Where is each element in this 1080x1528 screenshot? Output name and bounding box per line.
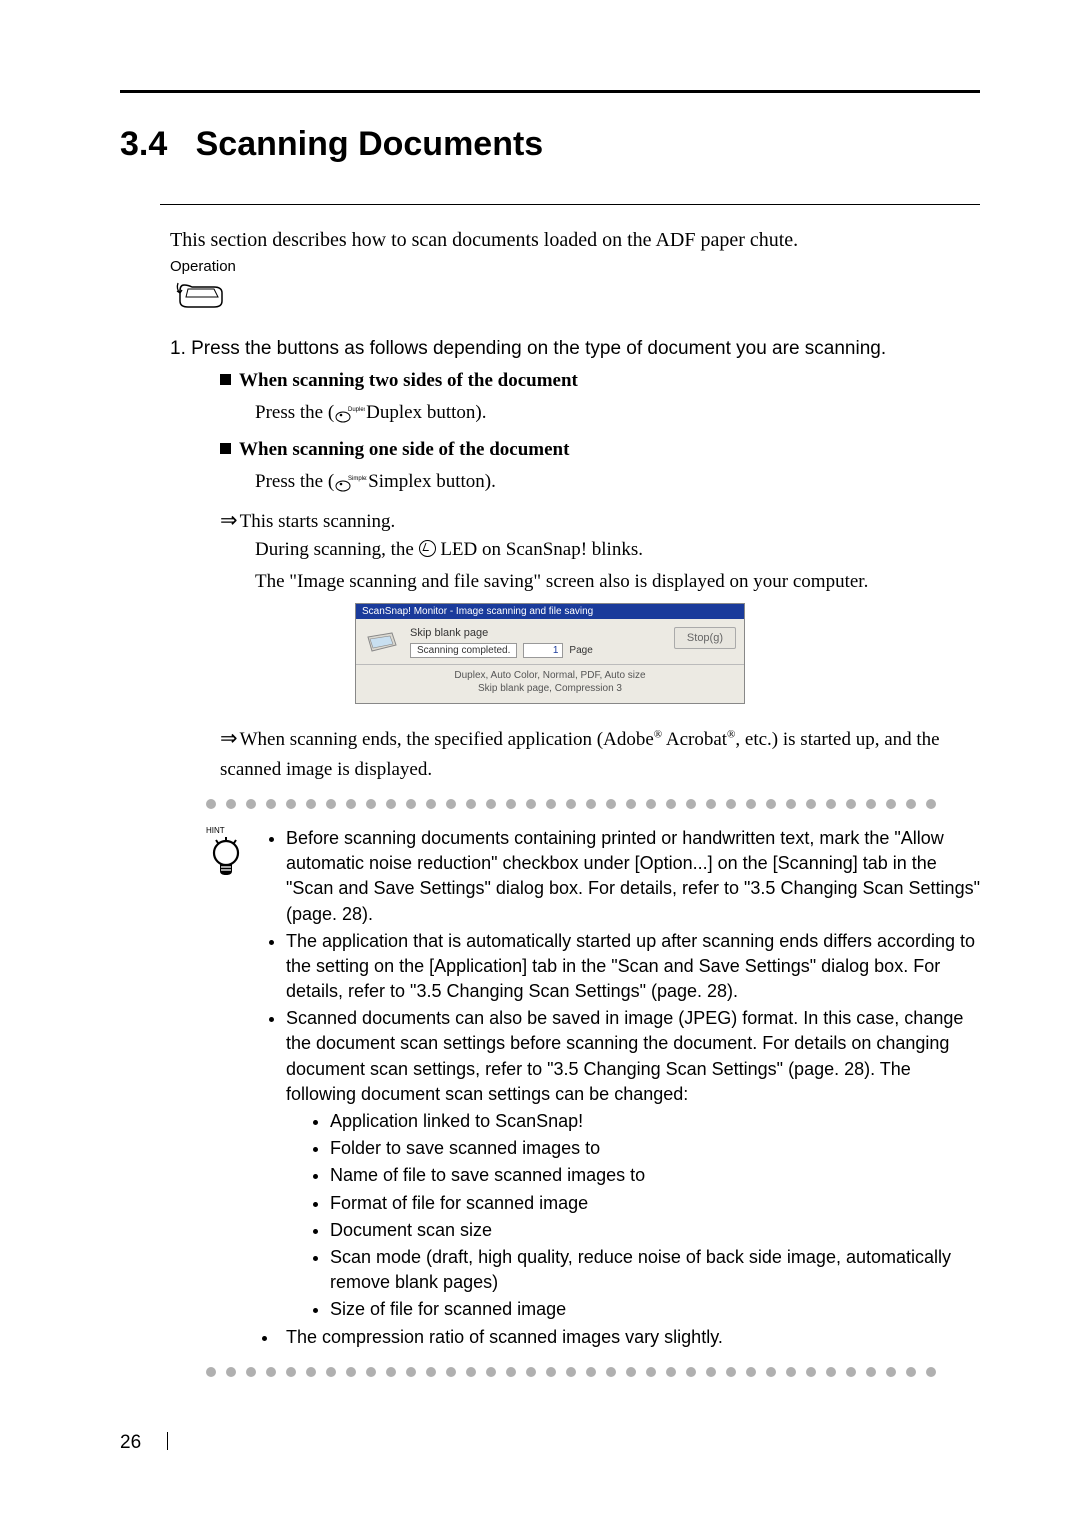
scan-two-pre: Press the (: [255, 402, 334, 423]
hint-icon-column: HINT: [206, 826, 246, 1352]
scan-one-title: When scanning one side of the document: [239, 439, 569, 460]
dialog-title-bar: ScanSnap! Monitor - Image scanning and f…: [356, 604, 744, 619]
footer-bar-icon: [167, 1432, 168, 1450]
scansnap-monitor-dialog: ScanSnap! Monitor - Image scanning and f…: [355, 603, 745, 704]
dialog-footer-line2: Skip blank page, Compression 3: [356, 682, 744, 695]
hint-label: HINT: [206, 826, 246, 835]
screen-displayed-line: The "Image scanning and file saving" scr…: [255, 571, 980, 593]
document-page: 3.4 Scanning Documents This section desc…: [0, 0, 1080, 1514]
arrow-icon: ⇒: [220, 726, 238, 750]
dialog-footer-line1: Duplex, Auto Color, Normal, PDF, Auto si…: [356, 669, 744, 682]
scan-two-post: Duplex button).: [366, 402, 486, 423]
page-footer: 26: [120, 1432, 980, 1454]
hint-subitem: Scan mode (draft, high quality, reduce n…: [330, 1245, 980, 1295]
scan-one-pre: Press the (: [255, 471, 334, 492]
lightbulb-icon: [206, 837, 246, 886]
hint-subitem: Folder to save scanned images to: [330, 1136, 980, 1161]
operation-label: Operation: [170, 258, 980, 275]
scan-one-body: Press the ( SimplexSimplex button).: [255, 471, 980, 498]
dot-divider-bottom: [206, 1364, 980, 1382]
section-heading: 3.4 Scanning Documents: [120, 125, 980, 164]
scan-two-sides-heading: When scanning two sides of the document: [220, 370, 980, 392]
hint-item-text: Scanned documents can also be saved in i…: [286, 1008, 963, 1104]
hint-item: Before scanning documents containing pri…: [286, 826, 980, 927]
led-icon: [419, 540, 436, 557]
section-number: 3.4: [120, 125, 167, 163]
during-scanning-line: During scanning, the LED on ScanSnap! bl…: [255, 539, 980, 561]
hint-item: The application that is automatically st…: [286, 929, 980, 1005]
square-bullet-icon: [220, 443, 231, 454]
scan-two-title: When scanning two sides of the document: [239, 370, 578, 391]
top-horizontal-rule: [120, 90, 980, 93]
simplex-button-icon: Simplex: [335, 472, 367, 498]
step-1: 1. Press the buttons as follows dependin…: [170, 338, 980, 360]
dot-divider-top: [206, 796, 980, 814]
starts-scanning-line: ⇒This starts scanning.: [220, 508, 980, 533]
hint-subitem: Size of file for scanned image: [330, 1297, 980, 1322]
when-ends-mid: Acrobat: [662, 729, 727, 750]
square-bullet-icon: [220, 374, 231, 385]
scan-two-body: Press the ( DuplexDuplex button).: [255, 402, 980, 429]
dialog-scanner-icon: [364, 627, 400, 657]
hint-subitem: Application linked to ScanSnap!: [330, 1109, 980, 1134]
starts-scanning-text: This starts scanning.: [240, 511, 396, 532]
svg-text:Duplex: Duplex: [348, 407, 365, 413]
hint-list: Before scanning documents containing pri…: [262, 826, 980, 1352]
when-ends-pre: When scanning ends, the specified applic…: [240, 729, 654, 750]
intro-paragraph: This section describes how to scan docum…: [170, 229, 980, 252]
dialog-skip-label: Skip blank page: [410, 627, 664, 639]
hint-item: Scanned documents can also be saved in i…: [286, 1006, 980, 1322]
duplex-button-icon: Duplex: [335, 403, 365, 429]
hint-subitem: Name of file to save scanned images to: [330, 1163, 980, 1188]
svg-text:Simplex: Simplex: [348, 476, 367, 482]
arrow-icon: ⇒: [220, 508, 238, 532]
dialog-footer: Duplex, Auto Color, Normal, PDF, Auto si…: [356, 664, 744, 703]
section-title: Scanning Documents: [196, 125, 544, 163]
during-pre: During scanning, the: [255, 539, 419, 560]
scan-one-side-heading: When scanning one side of the document: [220, 439, 980, 461]
during-post: LED on ScanSnap! blinks.: [436, 539, 643, 560]
dialog-stop-button[interactable]: Stop(g): [674, 627, 736, 649]
scan-one-post: Simplex button).: [368, 471, 496, 492]
dialog-page-label: Page: [569, 645, 592, 656]
hint-subitem: Format of file for scanned image: [330, 1191, 980, 1216]
registered-mark: ®: [654, 729, 662, 741]
sub-horizontal-rule: [160, 204, 980, 205]
when-scanning-ends-line: ⇒When scanning ends, the specified appli…: [220, 722, 980, 784]
hint-subitem: Document scan size: [330, 1218, 980, 1243]
scanner-icon: [174, 275, 980, 316]
page-number-value: 26: [120, 1432, 141, 1453]
dialog-page-count: 1: [523, 643, 563, 658]
hint-item: The compression ratio of scanned images …: [262, 1325, 980, 1350]
dialog-status: Scanning completed.: [410, 643, 517, 658]
hint-block: HINT Before scanning documents containin…: [206, 826, 980, 1352]
